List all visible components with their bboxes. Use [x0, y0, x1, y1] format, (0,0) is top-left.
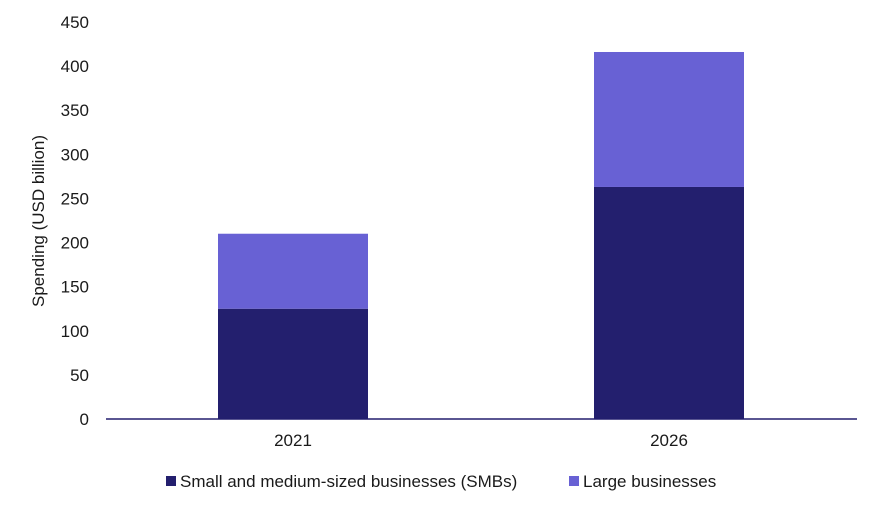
- bar-segment-2026-smbs: [594, 186, 744, 419]
- y-axis-label-group: Spending (USD billion): [29, 135, 48, 307]
- x-tick-label: 2021: [274, 431, 312, 450]
- x-axis-ticks: 2021 2026: [274, 431, 688, 450]
- x-tick-label: 2026: [650, 431, 688, 450]
- bars: [218, 51, 744, 419]
- y-tick-label: 400: [61, 57, 89, 76]
- bar-segment-2021-smbs: [218, 308, 368, 419]
- legend-label: Small and medium-sized businesses (SMBs): [180, 472, 517, 491]
- y-tick-label: 250: [61, 189, 89, 208]
- legend-swatch: [569, 476, 579, 486]
- y-tick-label: 350: [61, 101, 89, 120]
- bar-segment-2021-large: [218, 233, 368, 309]
- y-axis-label: Spending (USD billion): [29, 135, 48, 307]
- legend: Small and medium-sized businesses (SMBs)…: [166, 472, 716, 491]
- bar-segment-2026-large: [594, 51, 744, 187]
- legend-item: Small and medium-sized businesses (SMBs): [166, 472, 517, 491]
- legend-item: Large businesses: [569, 472, 716, 491]
- y-tick-label: 300: [61, 145, 89, 164]
- y-tick-label: 450: [61, 13, 89, 32]
- y-tick-label: 100: [61, 322, 89, 341]
- legend-swatch: [166, 476, 176, 486]
- legend-label: Large businesses: [583, 472, 716, 491]
- y-tick-label: 0: [80, 410, 89, 429]
- y-tick-label: 200: [61, 234, 89, 253]
- y-tick-label: 50: [70, 366, 89, 385]
- y-axis-ticks: 0 50 100 150 200 250 300 350 400 450: [61, 13, 89, 429]
- y-tick-label: 150: [61, 278, 89, 297]
